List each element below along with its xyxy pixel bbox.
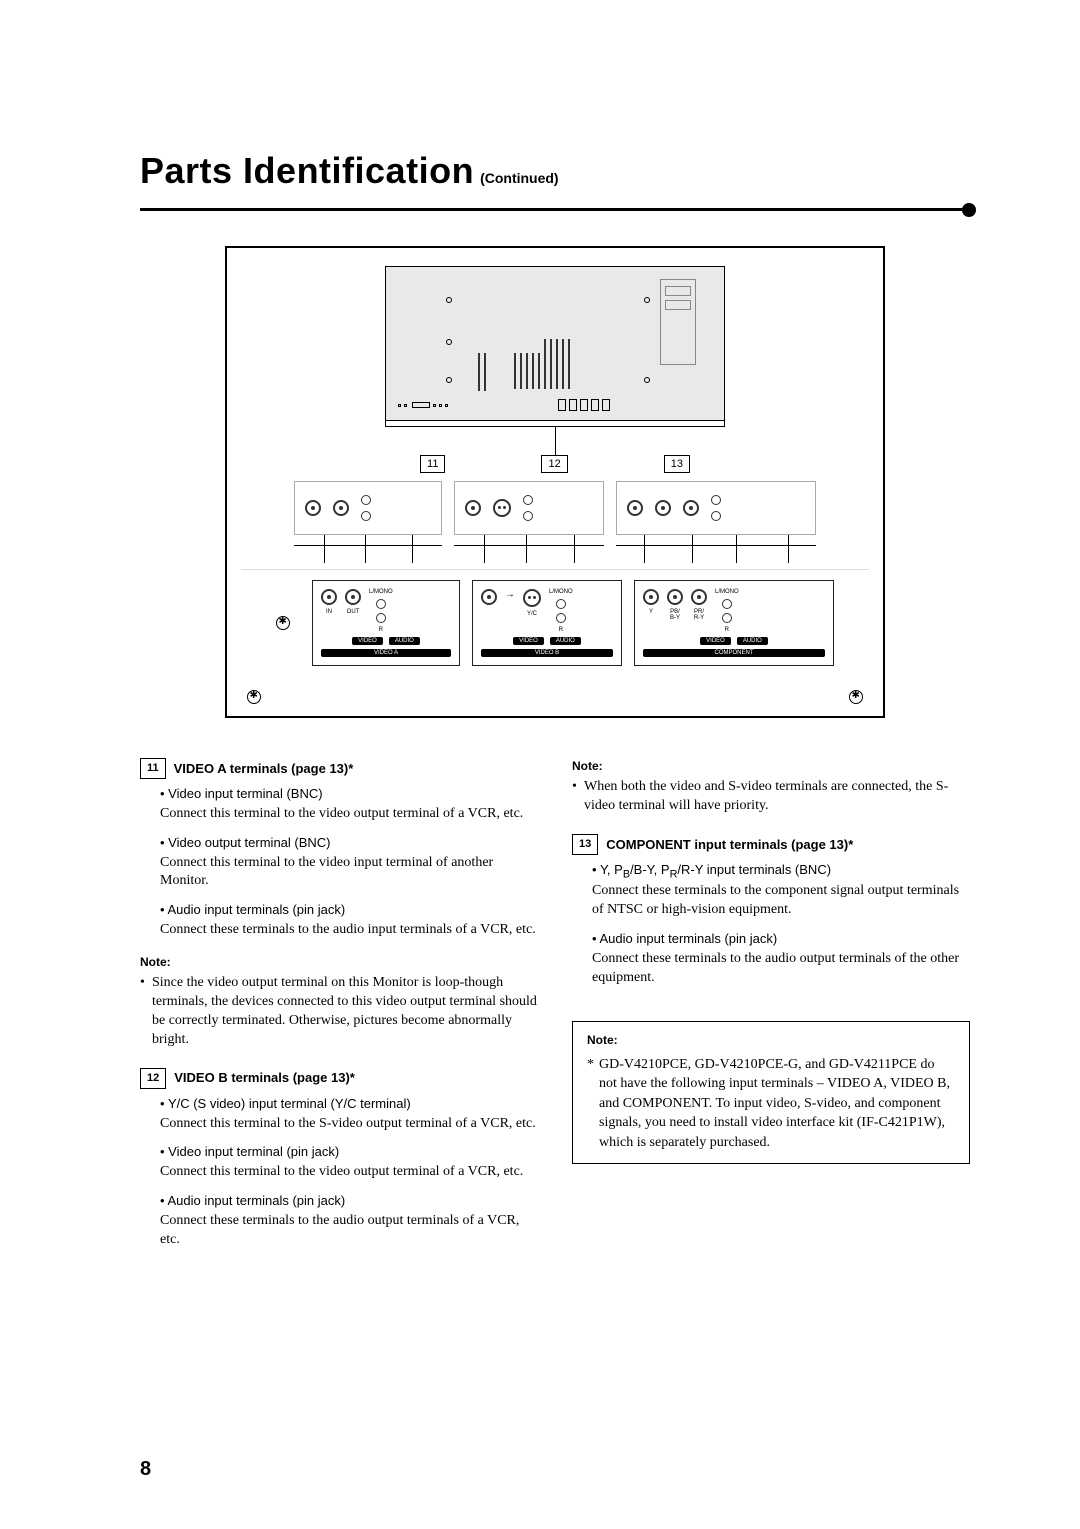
title-rule [140,202,970,222]
section-12-heading: 12 VIDEO B terminals (page 13)* [140,1068,538,1089]
page-number: 8 [140,1458,151,1481]
callout-12: 12 [541,455,567,473]
component-panel: Y PB/ B-Y PR/ R-Y L/MONO R [634,580,834,666]
title-main: Parts Identification [140,150,474,192]
page-title: Parts Identification (Continued) [140,150,970,192]
section-11-list: • Video input terminal (BNC) Connect thi… [140,785,538,940]
section-12-list: • Y/C (S video) input terminal (Y/C term… [140,1095,538,1250]
chassis-rear-icon [385,266,725,421]
title-continued: (Continued) [480,170,559,186]
zoom-brace-icon [385,426,725,454]
section-13-heading: 13 COMPONENT input terminals (page 13)* [572,834,970,855]
section-11-heading: 11 VIDEO A terminals (page 13)* [140,758,538,779]
footnote-box: Note: GD-V4210PCE, GD-V4210PCE-G, and GD… [572,1021,970,1163]
callout-11: 11 [420,455,445,473]
left-column: 11 VIDEO A terminals (page 13)* • Video … [140,758,538,1264]
video-b-priority-note: Note: When both the video and S-video te… [572,758,970,816]
section-11-note: Note: Since the video output terminal on… [140,954,538,1050]
screw-icon [849,690,863,704]
screw-icon [247,690,261,704]
video-a-panel: IN OUT L/MONO R VIDEO AUDIO [312,580,460,666]
brace-row [241,545,869,563]
body-columns: 11 VIDEO A terminals (page 13)* • Video … [140,758,970,1264]
video-b-panel: → Y/C L/MONO R VIDEO AUDIO [472,580,622,666]
section-13-item1-lead: • Y, PB/B-Y, PR/R-Y input terminals (BNC… [592,862,831,877]
terminal-row-upper [241,481,869,535]
terminal-row-lower: IN OUT L/MONO R VIDEO AUDIO [241,569,869,704]
callout-13: 13 [664,455,690,473]
section-13-list: • Y, PB/B-Y, PR/R-Y input terminals (BNC… [572,861,970,988]
screw-icon [276,616,290,630]
terminal-diagram: 11 12 13 [225,246,885,718]
right-column: Note: When both the video and S-video te… [572,758,970,1264]
